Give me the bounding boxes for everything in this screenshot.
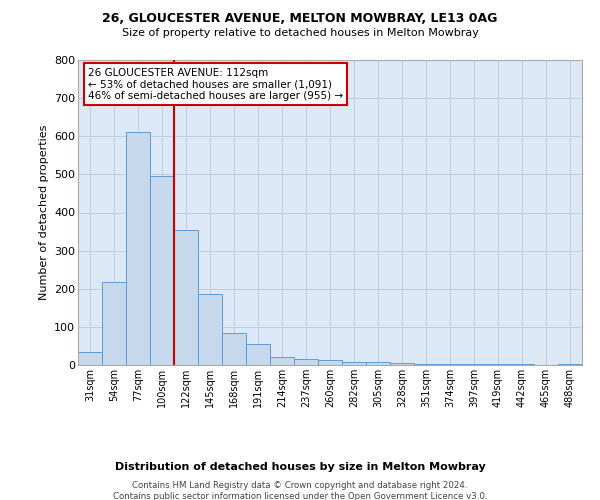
- Text: 26 GLOUCESTER AVENUE: 112sqm
← 53% of detached houses are smaller (1,091)
46% of: 26 GLOUCESTER AVENUE: 112sqm ← 53% of de…: [88, 68, 343, 101]
- Bar: [462, 364, 486, 365]
- Bar: [126, 132, 150, 365]
- Bar: [342, 362, 366, 365]
- Y-axis label: Number of detached properties: Number of detached properties: [38, 125, 49, 300]
- Bar: [102, 282, 126, 365]
- Bar: [438, 364, 462, 365]
- Text: Size of property relative to detached houses in Melton Mowbray: Size of property relative to detached ho…: [122, 28, 478, 38]
- Bar: [414, 364, 438, 365]
- Text: Contains HM Land Registry data © Crown copyright and database right 2024.: Contains HM Land Registry data © Crown c…: [132, 481, 468, 490]
- Bar: [174, 230, 198, 365]
- Bar: [294, 360, 318, 365]
- Text: Contains public sector information licensed under the Open Government Licence v3: Contains public sector information licen…: [113, 492, 487, 500]
- Text: Distribution of detached houses by size in Melton Mowbray: Distribution of detached houses by size …: [115, 462, 485, 472]
- Bar: [270, 356, 294, 365]
- Bar: [318, 360, 342, 365]
- Bar: [246, 344, 270, 365]
- Bar: [222, 334, 246, 365]
- Text: 26, GLOUCESTER AVENUE, MELTON MOWBRAY, LE13 0AG: 26, GLOUCESTER AVENUE, MELTON MOWBRAY, L…: [103, 12, 497, 26]
- Bar: [198, 294, 222, 365]
- Bar: [150, 176, 174, 365]
- Bar: [366, 362, 390, 365]
- Bar: [558, 364, 582, 365]
- Bar: [486, 364, 510, 365]
- Bar: [78, 352, 102, 365]
- Bar: [390, 362, 414, 365]
- Bar: [510, 364, 534, 365]
